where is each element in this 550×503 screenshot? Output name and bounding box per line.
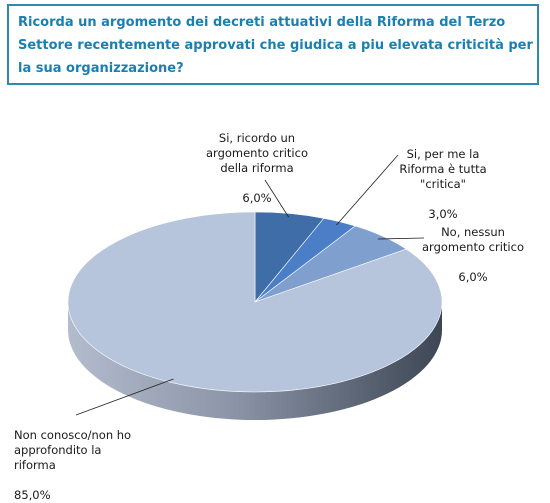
slice-value-2: 6,0%: [458, 270, 488, 284]
slice-label-2: No, nessun argomento critico 6,0%: [418, 210, 528, 285]
leader-line-2: [377, 237, 425, 240]
leader-line-1: [336, 154, 399, 226]
slice-value-0: 6,0%: [242, 191, 272, 205]
question-title: Ricorda un argomento dei decreti attuati…: [18, 15, 533, 76]
slice-value-1: 3,0%: [428, 207, 458, 221]
pie-slice-3: [67, 211, 443, 393]
slice-label-0-text: Si, ricordo un argomento critico della r…: [206, 131, 308, 175]
slice-label-1: Si, per me la Riforma è tutta "critica" …: [392, 132, 494, 222]
leader-line-3: [75, 378, 174, 416]
slice-label-0: Si, ricordo un argomento critico della r…: [206, 116, 308, 206]
pie-side-wall: [68, 302, 442, 420]
slice-label-3: Non conosco/non ho approfondito la rifor…: [14, 413, 144, 503]
question-box: Ricorda un argomento dei decreti attuati…: [7, 4, 539, 85]
slice-label-2-text: No, nessun argomento critico: [422, 225, 524, 254]
slice-value-3: 85,0%: [14, 488, 51, 502]
slice-label-1-text: Si, per me la Riforma è tutta "critica": [399, 147, 487, 191]
slice-label-3-text: Non conosco/non ho approfondito la rifor…: [14, 428, 132, 472]
leader-line-0: [264, 179, 289, 218]
